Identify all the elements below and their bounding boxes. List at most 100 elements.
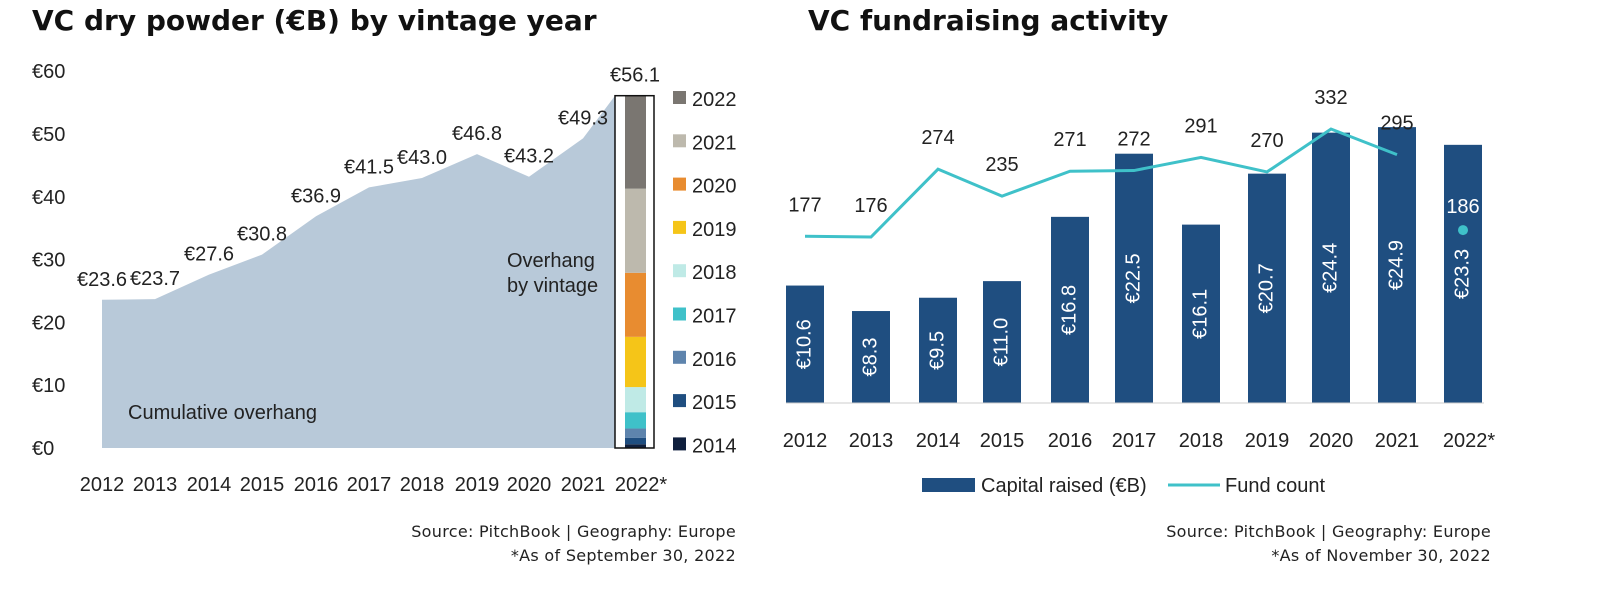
right-date-note: *As of November 30, 2022 <box>1271 546 1491 565</box>
dry-powder-chart: €0 €10 €20 €30 €40 €50 €60 Cumulative overhang €… <box>32 61 737 496</box>
capital-bar <box>1444 144 1482 403</box>
x-tick-label: 2016 <box>294 474 339 496</box>
legend-line-label: Fund count <box>1225 475 1326 497</box>
x-tick-label: 2013 <box>133 474 178 496</box>
x-tick-label: 2019 <box>455 474 500 496</box>
x-tick-label: 2018 <box>400 474 445 496</box>
capital-bar <box>852 311 890 403</box>
x-tick-label: 2012 <box>80 474 125 496</box>
capital-bar <box>1248 173 1286 403</box>
vintage-stack-segment <box>625 272 646 337</box>
left-source-note: Source: PitchBook | Geography: Europe <box>411 522 736 541</box>
y-tick-label: €30 <box>32 250 65 272</box>
x-tick-label: 2020 <box>507 474 552 496</box>
fund-count-label: 270 <box>1250 130 1283 152</box>
legend-swatch <box>673 177 686 191</box>
fund-count-label: 274 <box>921 127 954 149</box>
capital-bar <box>919 297 957 403</box>
bar-value-label: €9.5 <box>926 331 948 370</box>
legend-swatch <box>673 437 686 451</box>
legend-swatch <box>673 134 686 148</box>
capital-bar <box>1051 216 1089 403</box>
legend-label: 2022 <box>692 89 737 111</box>
legend-swatch <box>673 264 686 278</box>
y-tick-label: €40 <box>32 187 65 209</box>
x-tick-label: 2022* <box>615 474 667 496</box>
value-label: €49.3 <box>558 107 608 129</box>
x-tick-label: 2014 <box>916 430 961 452</box>
fund-count-label: 177 <box>788 194 821 216</box>
stack-label: Overhang <box>507 250 595 272</box>
area-label: Cumulative overhang <box>128 402 317 424</box>
legend-swatch <box>673 91 686 104</box>
fund-count-line <box>804 127 1398 239</box>
legend-swatch <box>673 220 686 234</box>
x-tick-label: 2012 <box>783 430 828 452</box>
value-label: €56.1 <box>610 65 660 87</box>
x-tick-label: 2017 <box>347 474 392 496</box>
capital-bar <box>786 285 824 403</box>
x-tick-label: 2019 <box>1245 430 1290 452</box>
x-tick-label: 2013 <box>849 430 894 452</box>
legend-swatch <box>673 350 686 364</box>
x-tick-label: 2018 <box>1179 430 1224 452</box>
y-tick-label: €50 <box>32 124 65 146</box>
legend-label: 2019 <box>692 219 737 241</box>
fund-count-label: 332 <box>1314 87 1347 109</box>
capital-bar <box>1378 127 1416 403</box>
legend-label: 2021 <box>692 132 737 154</box>
legend-label: 2017 <box>692 306 737 328</box>
value-label: €23.7 <box>130 268 180 290</box>
x-tick-label: 2022* <box>1443 430 1495 452</box>
y-tick-label: €10 <box>32 375 65 397</box>
capital-bar <box>1312 132 1350 403</box>
capital-bar <box>983 281 1021 403</box>
y-tick-label: €60 <box>32 61 65 83</box>
value-label: €43.0 <box>397 147 447 169</box>
legend-swatch <box>673 307 686 321</box>
value-label: €36.9 <box>291 185 341 207</box>
y-tick-label: €0 <box>32 438 54 460</box>
fund-count-label: 295 <box>1380 113 1413 135</box>
left-chart-title: VC dry powder (€B) by vintage year <box>32 4 597 37</box>
vintage-stack-segment <box>625 336 646 388</box>
bar-value-label: €23.3 <box>1451 249 1473 299</box>
vintage-stack-segment <box>625 428 646 438</box>
value-label: €43.2 <box>504 146 554 168</box>
vintage-stack-segment <box>625 444 646 448</box>
bar-value-label: €10.6 <box>793 319 815 369</box>
value-label: €41.5 <box>344 156 394 178</box>
capital-bar <box>1182 224 1220 403</box>
legend-swatch <box>673 394 686 408</box>
x-tick-label: 2020 <box>1309 430 1354 452</box>
vintage-stack-segment <box>625 412 646 429</box>
legend-label: 2014 <box>692 435 737 457</box>
fund-count-point <box>1458 225 1468 236</box>
x-tick-label: 2015 <box>980 430 1025 452</box>
fund-count-label: 291 <box>1184 115 1217 137</box>
fund-count-label: 186 <box>1446 196 1479 218</box>
legend-label: 2015 <box>692 392 737 414</box>
fund-count-label: 176 <box>854 195 887 217</box>
fund-count-label: 272 <box>1117 129 1150 151</box>
bar-value-label: €20.7 <box>1255 263 1277 313</box>
legend-label: 2020 <box>692 176 737 198</box>
stack-label: by vintage <box>507 275 598 297</box>
vintage-stack-segment <box>625 437 646 445</box>
x-tick-label: 2021 <box>561 474 606 496</box>
x-tick-label: 2021 <box>1375 430 1420 452</box>
vintage-stack-segment <box>625 188 646 273</box>
vintage-stack-segment <box>625 95 646 189</box>
fund-count-label: 271 <box>1053 129 1086 151</box>
right-chart-title: VC fundraising activity <box>808 4 1169 37</box>
bar-value-label: €24.4 <box>1319 243 1341 293</box>
capital-bar <box>1115 153 1153 403</box>
bar-value-label: €16.1 <box>1189 289 1211 339</box>
y-tick-label: €20 <box>32 312 65 334</box>
cumulative-overhang-area <box>102 95 615 448</box>
bar-value-label: €24.9 <box>1385 240 1407 290</box>
bar-value-label: €22.5 <box>1122 253 1144 303</box>
x-tick-label: 2017 <box>1112 430 1157 452</box>
x-tick-label: 2016 <box>1048 430 1093 452</box>
x-tick-label: 2015 <box>240 474 285 496</box>
